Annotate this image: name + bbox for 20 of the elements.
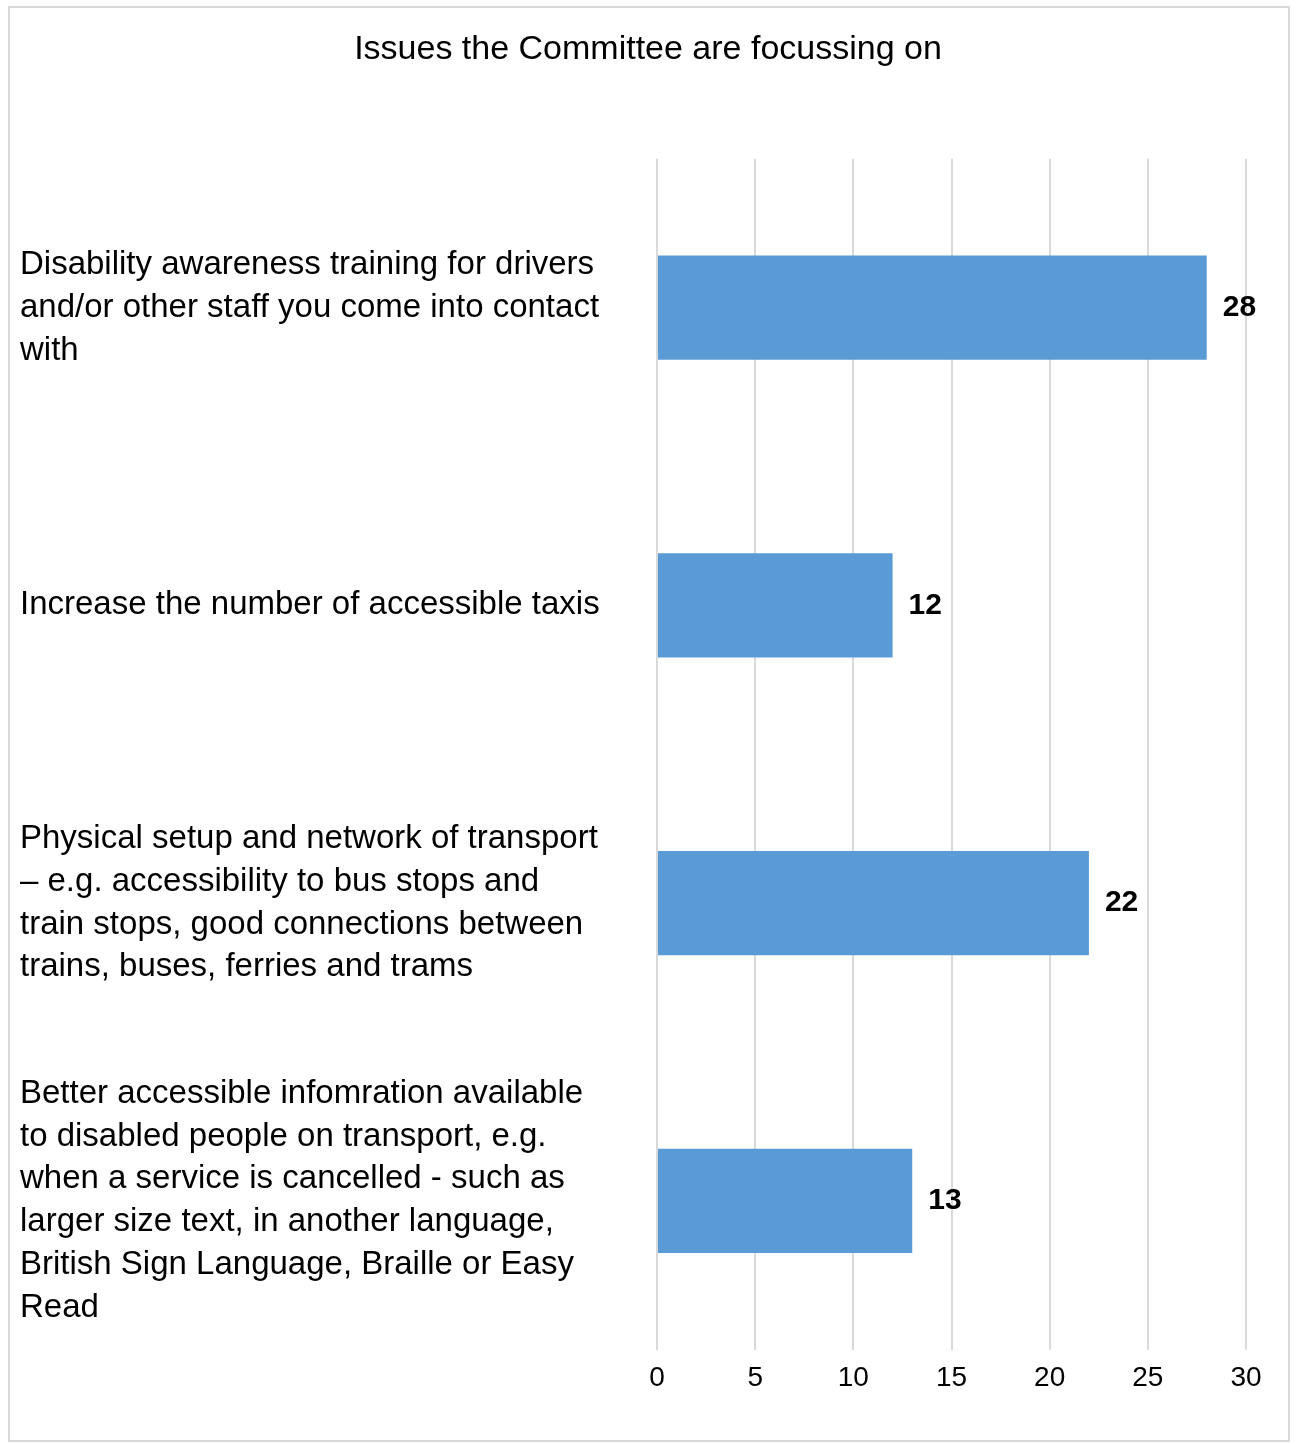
x-tick-label: 5	[747, 1361, 763, 1393]
data-label: 28	[1222, 288, 1257, 322]
bar	[658, 1148, 913, 1253]
x-tick-label: 20	[1034, 1361, 1066, 1393]
data-label: 22	[1104, 884, 1139, 918]
chart-title: Issues the Committee are focussing on	[353, 28, 943, 67]
x-tick-label: 15	[935, 1361, 968, 1393]
y-tick-label: Better accessible infomration available to disabled people on transport, e.g. when a service is cancelled - such as larger size text, in another language, British Sign Language, Braille or Easy Read	[19, 1072, 584, 1325]
y-tick-label: Physical setup and network of transport – e.g. accessibility to bus stops and train stops, good connections between trains, buses, ferries and trams	[20, 817, 598, 984]
bar	[658, 553, 893, 658]
data-label: 12	[908, 586, 942, 620]
y-tick-label: Increase the number of accessible taxis	[20, 584, 600, 622]
bar	[658, 255, 1207, 360]
x-tick-label: 0	[649, 1361, 665, 1393]
x-tick-label: 10	[837, 1361, 869, 1393]
bar	[658, 850, 1089, 956]
x-tick-label: 25	[1132, 1361, 1164, 1393]
y-tick-label: Disability awareness training for drivers and/or other staff you come into contact with	[19, 243, 600, 367]
x-tick-label: 30	[1230, 1361, 1262, 1393]
data-label: 13	[928, 1182, 962, 1216]
